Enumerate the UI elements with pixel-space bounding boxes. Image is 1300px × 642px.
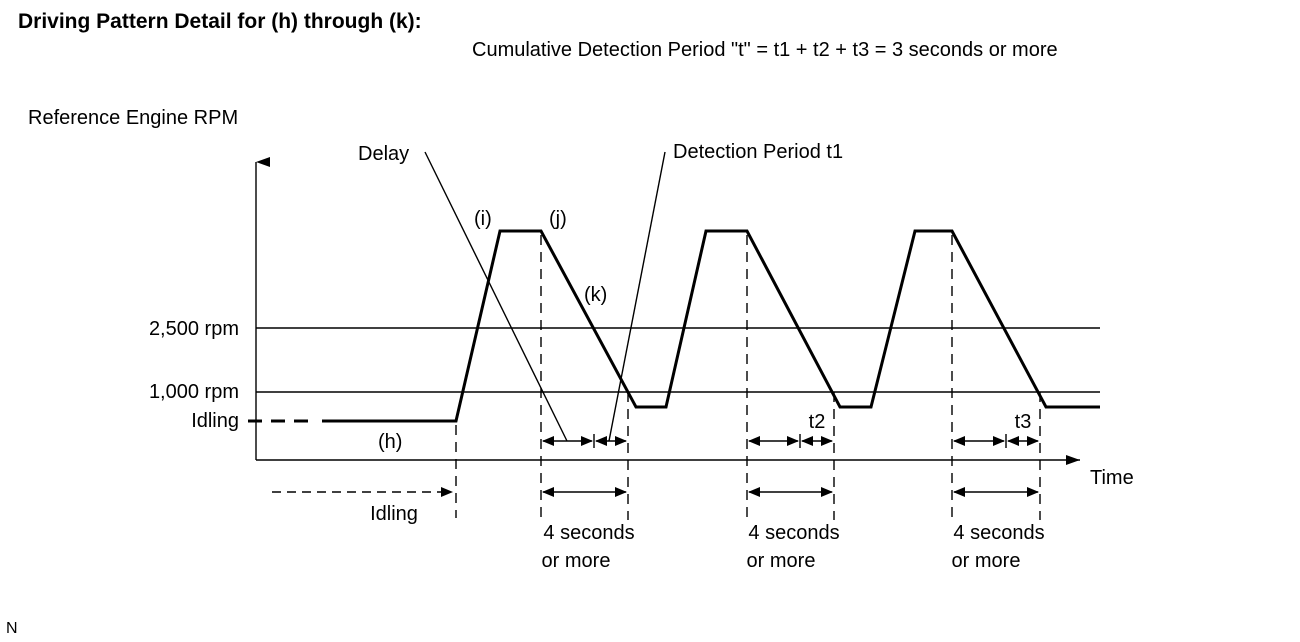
interval-label-1-line1: 4 seconds (543, 522, 634, 544)
level-label-idling: Idling (191, 410, 239, 432)
interval-label-3-line2: or more (952, 550, 1021, 572)
delay-callout-line (424, 151, 568, 442)
segment-label-i: (i) (474, 208, 492, 230)
detection-period-callout-line (608, 151, 666, 442)
segment-label-k: (k) (584, 284, 607, 306)
y-axis-label: Reference Engine RPM (28, 107, 238, 129)
delay-callout-label: Delay (358, 143, 409, 165)
level-label-2500: 2,500 rpm (149, 318, 239, 340)
level-label-1000: 1,000 rpm (149, 381, 239, 403)
interval-label-2-line2: or more (747, 550, 816, 572)
interval-label-3-line1: 4 seconds (953, 522, 1044, 544)
rpm-profile-line (322, 229, 1100, 423)
detection-period-callout-label: Detection Period t1 (673, 141, 843, 163)
period-label-t3: t3 (1015, 411, 1032, 433)
idling-duration-label: Idling (370, 503, 418, 525)
footer-code: N (6, 620, 18, 637)
diagram-title: Driving Pattern Detail for (h) through (… (18, 10, 422, 33)
interval-label-1-line2: or more (542, 550, 611, 572)
diagram-subtitle: Cumulative Detection Period "t" = t1 + t… (472, 39, 1058, 61)
x-axis-label: Time (1090, 467, 1134, 489)
segment-label-h: (h) (378, 431, 402, 453)
period-label-t2: t2 (809, 411, 826, 433)
segment-label-j: (j) (549, 208, 567, 230)
interval-label-2-line1: 4 seconds (748, 522, 839, 544)
